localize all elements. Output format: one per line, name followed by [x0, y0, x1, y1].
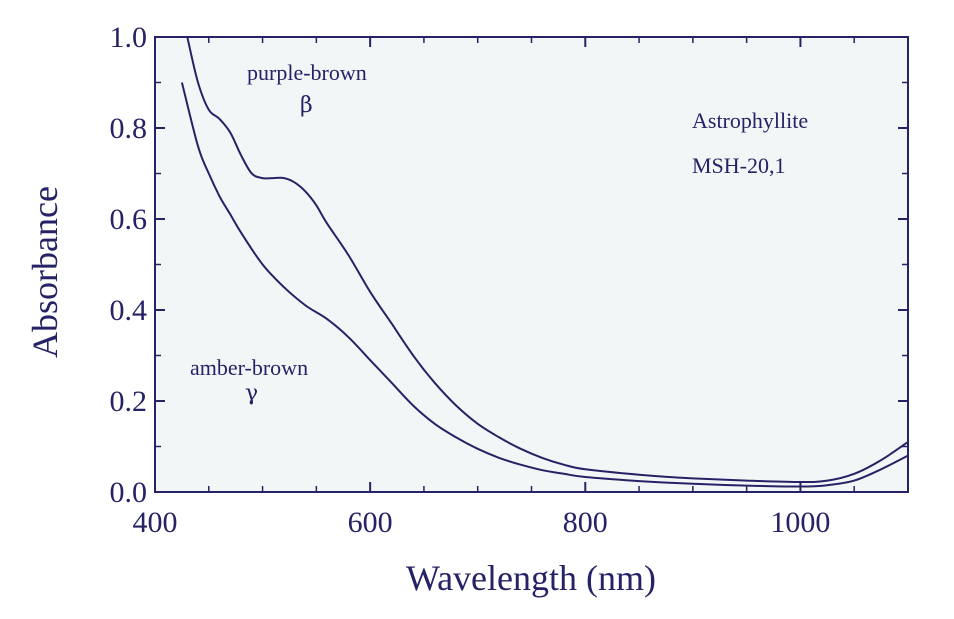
- series-line-purple-brown: [186, 36, 909, 484]
- series-symbol-beta: β: [300, 93, 313, 118]
- y-tick-label: 0.4: [110, 294, 148, 327]
- y-tick-label: 1.0: [110, 21, 148, 54]
- series-symbol-gamma: γ: [245, 381, 258, 406]
- x-axis-title: Wavelength (nm): [406, 558, 656, 598]
- sample-name-label: Astrophyllite: [692, 108, 808, 133]
- x-tick-label: 1000: [770, 506, 830, 539]
- series-label-amber-brown: amber-brown: [190, 355, 308, 380]
- x-tick-label: 800: [563, 506, 608, 539]
- series-line-amber-brown: [180, 82, 909, 488]
- plot-area: [154, 36, 909, 493]
- y-tick-label: 0.0: [110, 476, 148, 509]
- y-tick-label: 0.6: [110, 203, 148, 236]
- y-axis-title: Absorbance: [25, 186, 65, 358]
- sample-id-label: MSH-20,1: [692, 153, 786, 178]
- series-label-purple-brown: purple-brown: [247, 60, 367, 85]
- y-tick-label: 0.2: [110, 385, 148, 418]
- ticks: [154, 36, 908, 493]
- x-tick-label: 400: [133, 506, 178, 539]
- tick-labels: 400 600 800 1000 0.0 0.2 0.4 0.6 0.8 1.0: [110, 21, 831, 539]
- x-tick-label: 600: [348, 506, 393, 539]
- y-tick-label: 0.8: [110, 112, 148, 145]
- series-lines: [180, 36, 909, 488]
